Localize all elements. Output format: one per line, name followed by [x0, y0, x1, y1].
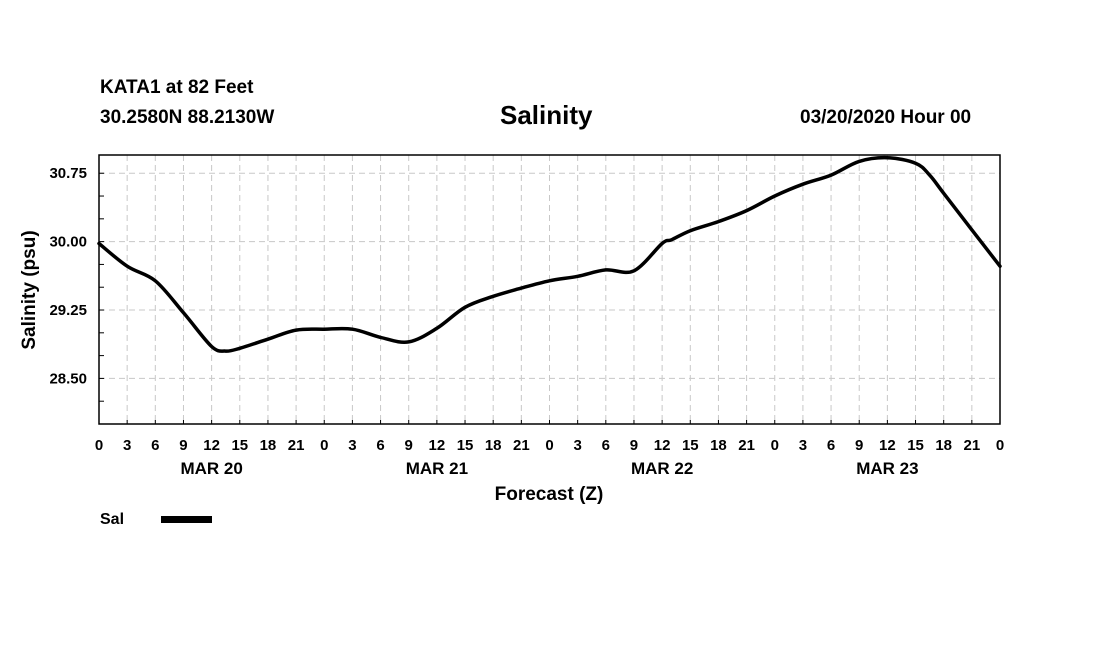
forecast-date-label: 03/20/2020 Hour 00	[800, 107, 972, 128]
x-tick-label: 21	[288, 437, 305, 454]
x-tick-label: 3	[573, 437, 581, 454]
x-tick-label: 18	[260, 437, 277, 454]
x-tick-label: 21	[513, 437, 530, 454]
day-label: MAR 23	[856, 459, 918, 478]
salinity-series-line	[97, 155, 1002, 353]
x-tick-label: 0	[320, 437, 328, 454]
x-tick-label: 0	[996, 437, 1004, 454]
x-tick-label: 9	[630, 437, 638, 454]
x-tick-label: 9	[405, 437, 413, 454]
x-tick-label: 18	[710, 437, 727, 454]
x-tick-label: 15	[682, 437, 699, 454]
coordinates-label: 30.2580N 88.2130W	[100, 107, 275, 128]
day-label: MAR 21	[406, 459, 468, 478]
x-tick-label: 3	[348, 437, 356, 454]
x-tick-label: 12	[429, 437, 446, 454]
day-label: MAR 22	[631, 459, 693, 478]
chart-title: Salinity	[500, 100, 593, 130]
x-tick-label: 6	[151, 437, 159, 454]
y-tick-label: 30.00	[49, 234, 87, 251]
x-tick-label: 18	[485, 437, 502, 454]
plot-frame	[98, 154, 1001, 425]
x-tick-label: 3	[799, 437, 807, 454]
x-tick-label: 6	[827, 437, 835, 454]
y-tick-labels: 28.50 29.25 30.00 30.75	[49, 165, 87, 387]
x-tick-label: 15	[457, 437, 474, 454]
x-axis-label: Forecast (Z)	[495, 484, 604, 505]
x-tick-label: 15	[907, 437, 924, 454]
x-tick-labels: 0 3 6 9 12 15 18 21 0 3 6 9 12 15 18 21 0 3 6 9 12 15 18 21 0 3 6 9…	[95, 437, 1004, 454]
y-tick-label: 29.25	[49, 302, 87, 319]
y-tick-label: 28.50	[49, 370, 87, 387]
legend-label: Sal	[100, 511, 125, 528]
x-tick-label: 21	[964, 437, 981, 454]
x-tick-label: 21	[738, 437, 755, 454]
x-tick-label: 0	[95, 437, 103, 454]
x-tick-label: 12	[654, 437, 671, 454]
grid-lines	[99, 155, 1000, 424]
x-tick-label: 18	[935, 437, 952, 454]
x-tick-label: 9	[855, 437, 863, 454]
station-label: KATA1 at 82 Feet	[100, 77, 254, 98]
x-tick-label: 3	[123, 437, 131, 454]
x-tick-label: 9	[179, 437, 187, 454]
y-axis-label: Salinity (psu)	[19, 230, 40, 349]
day-label: MAR 20	[180, 459, 242, 478]
x-tick-label: 0	[545, 437, 553, 454]
y-tick-label: 30.75	[49, 165, 87, 182]
legend-line-swatch	[161, 516, 212, 523]
x-tick-label: 6	[376, 437, 384, 454]
x-tick-label: 15	[231, 437, 248, 454]
x-tick-label: 12	[879, 437, 896, 454]
x-tick-label: 0	[771, 437, 779, 454]
day-labels: MAR 20 MAR 21 MAR 22 MAR 23	[180, 459, 918, 478]
x-tick-label: 12	[203, 437, 220, 454]
x-tick-label: 6	[602, 437, 610, 454]
